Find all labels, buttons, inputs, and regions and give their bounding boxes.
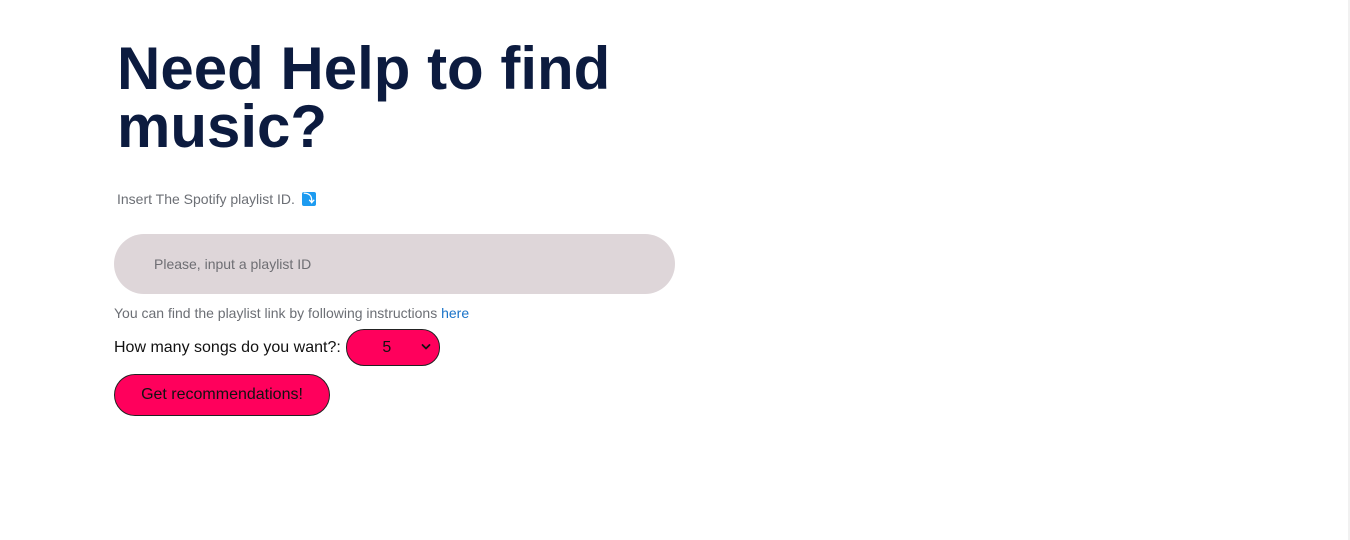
songs-count-row: How many songs do you want?: 5 (114, 329, 440, 366)
instructions-link[interactable]: here (441, 305, 470, 321)
playlist-instructions: Insert The Spotify playlist ID. ⤵ (117, 191, 316, 207)
help-text-label: You can find the playlist link by follow… (114, 305, 442, 321)
songs-count-select[interactable]: 5 (345, 329, 440, 366)
playlist-instructions-label: Insert The Spotify playlist ID. (117, 191, 295, 207)
down-arrow-icon: ⤵ (301, 192, 316, 206)
playlist-id-input[interactable] (114, 234, 675, 294)
songs-count-label: How many songs do you want?: (114, 338, 341, 356)
scrollbar[interactable] (1348, 0, 1350, 540)
songs-count-value: 5 (382, 338, 392, 356)
chevron-down-icon (421, 344, 431, 350)
help-text: You can find the playlist link by follow… (114, 305, 469, 321)
get-recommendations-button[interactable]: Get recommendations! (114, 374, 330, 416)
page-title: Need Help to find music? (117, 35, 611, 160)
